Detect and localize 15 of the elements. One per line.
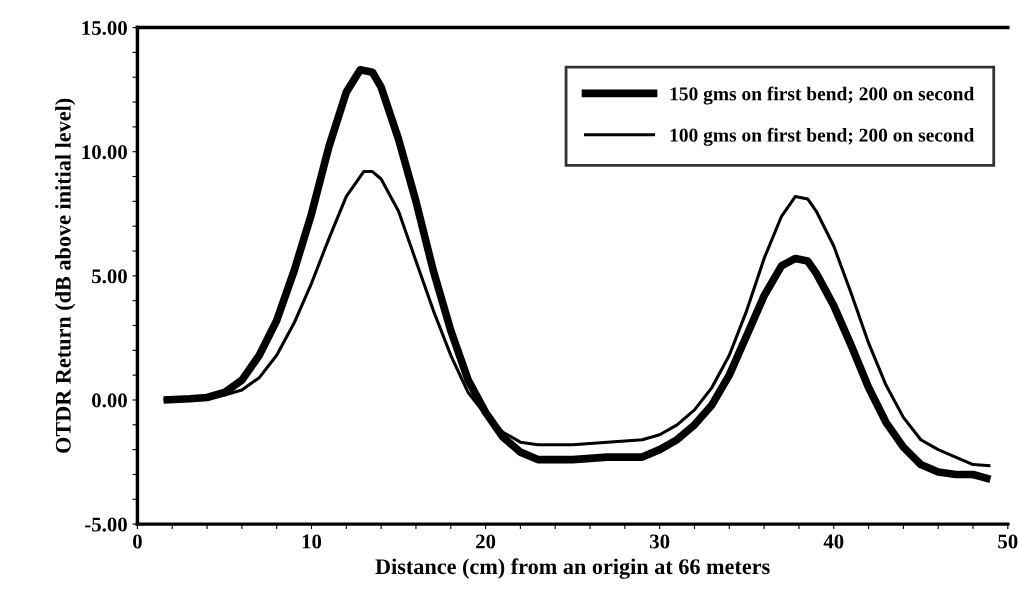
x-tick-label: 50 bbox=[998, 534, 1018, 549]
legend-label: 150 gms on first bend; 200 on second bbox=[670, 86, 975, 105]
x-axis-title: Distance (cm) from an origin at 66 meters bbox=[375, 558, 770, 579]
y-axis-title: OTDR Return (dB above initial level) bbox=[55, 98, 76, 453]
y-tick-label: 15.00 bbox=[82, 20, 127, 36]
y-tick-label: 5.00 bbox=[92, 269, 127, 284]
x-tick-label: 40 bbox=[823, 534, 844, 549]
x-tick-label: 10 bbox=[302, 534, 322, 549]
x-tick-label: 20 bbox=[476, 534, 496, 549]
y-tick-label: -5.00 bbox=[85, 517, 127, 532]
legend-label: 100 gms on first bend; 200 on second bbox=[670, 127, 975, 146]
x-tick-label: 0 bbox=[133, 534, 142, 549]
x-tick-label: 30 bbox=[650, 534, 670, 549]
y-tick-label: 10.00 bbox=[82, 145, 127, 160]
y-tick-label: 0.00 bbox=[92, 393, 127, 408]
